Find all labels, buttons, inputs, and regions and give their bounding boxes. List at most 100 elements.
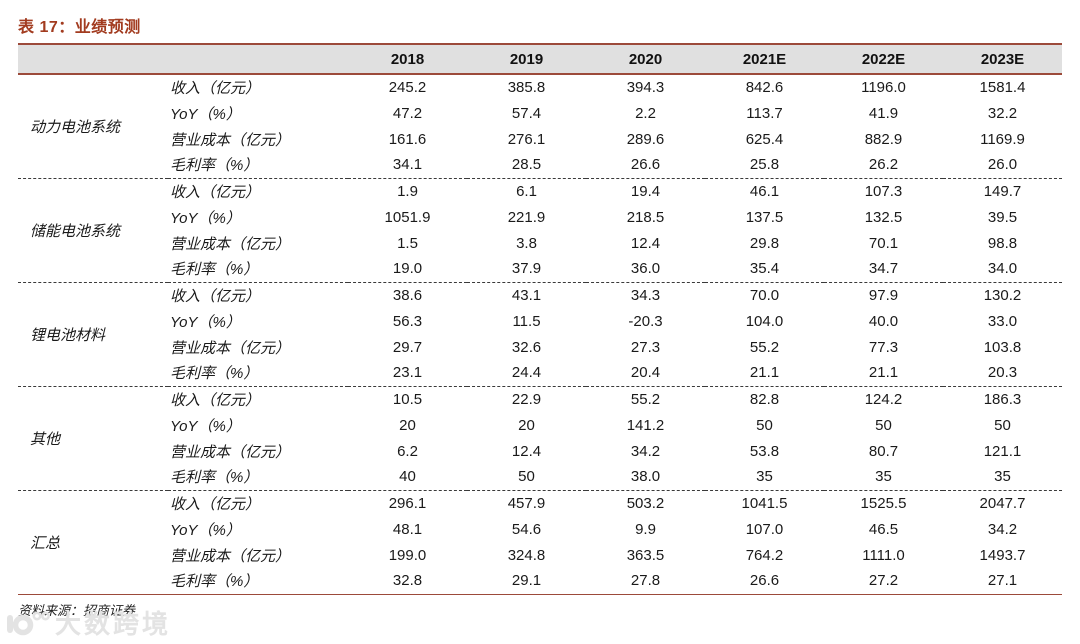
value-cell: 98.8 (987, 234, 1018, 252)
value-cell: 1051.9 (384, 208, 431, 226)
metric-label: YoY（%） (170, 521, 241, 539)
value-cell: 113.7 (746, 104, 783, 122)
value-cell: 29.7 (392, 338, 423, 356)
value-cell: 137.5 (745, 208, 784, 226)
value-cell: 3.8 (516, 234, 537, 252)
group-label: 锂电池材料 (18, 281, 168, 386)
value-cell: 38.6 (348, 281, 467, 308)
value-cell: 23.1 (392, 364, 423, 382)
value-cell: 32.2 (987, 104, 1018, 122)
value-cell: 27.3 (630, 338, 661, 356)
value-cell: 103.8 (983, 338, 1022, 356)
value-cell: 48.1 (392, 520, 423, 538)
value-cell: 2.2 (635, 104, 656, 122)
value-cell: 35 (756, 468, 773, 486)
value-cell: 27.2 (868, 572, 899, 590)
value-cell: 842.6 (745, 79, 784, 96)
value-cell: 10.5 (348, 385, 467, 412)
year-header: 2023E (943, 44, 1062, 75)
value-cell: 57.4 (511, 104, 542, 122)
value-cell: 21.1 (749, 364, 780, 382)
year-header: 2022E (824, 44, 943, 75)
value-cell: 55.2 (586, 385, 705, 412)
value-cell: 34.2 (987, 520, 1018, 538)
group-label: 储能电池系统 (18, 177, 168, 282)
value-cell: 34.1 (392, 156, 423, 174)
value-cell: 35 (875, 468, 892, 486)
metric-label: 收入（亿元） (168, 385, 348, 412)
value-cell: 107.0 (745, 520, 784, 538)
value-cell: 104.0 (745, 312, 784, 330)
metric-label: YoY（%） (170, 313, 241, 331)
group-label: 其他 (18, 385, 168, 490)
group-column-header (18, 44, 168, 75)
value-cell: 38.0 (630, 468, 661, 486)
value-cell: 32.6 (511, 338, 542, 356)
value-cell: 11.5 (512, 312, 541, 330)
value-cell: 26.0 (987, 156, 1018, 174)
value-cell: 40 (399, 468, 416, 486)
metric-label: 毛利率（%） (170, 261, 259, 279)
value-cell: 289.6 (626, 130, 665, 148)
value-cell: 55.2 (749, 338, 780, 356)
value-cell: 28.5 (511, 156, 542, 174)
value-cell: 41.9 (868, 104, 899, 122)
value-cell: 50 (875, 416, 892, 434)
metric-label: 营业成本（亿元） (170, 131, 291, 149)
group-label: 动力电池系统 (30, 118, 121, 136)
value-cell: 107.3 (824, 177, 943, 204)
value-cell: 24.4 (511, 364, 542, 382)
value-cell: 1525.5 (824, 489, 943, 516)
value-cell: 276.1 (507, 130, 546, 148)
value-cell: 2047.7 (943, 489, 1062, 516)
value-cell: 1169.9 (980, 130, 1025, 148)
value-cell: 9.9 (635, 520, 656, 538)
table-title: 表 17：业绩预测 (18, 19, 141, 36)
year-header: 2018 (348, 44, 467, 75)
table-row: 营业成本（亿元） 29.7 32.6 27.3 55.2 77.3 103.8 (18, 334, 1062, 360)
value-cell: 47.2 (392, 104, 423, 122)
table-row: 毛利率（%） 40 50 38.0 35 35 35 (18, 464, 1062, 490)
value-cell: 324.8 (507, 546, 546, 564)
value-cell: 1.5 (397, 234, 418, 252)
value-cell: 70.0 (705, 281, 824, 308)
value-cell: 503.2 (586, 489, 705, 516)
table-header: 2018 2019 2020 2021E 2022E 2023E (18, 44, 1062, 75)
table-row: 其他 收入（亿元） 10.5 22.9 55.2 82.8 124.2 186.… (18, 385, 1062, 490)
value-cell: 97.9 (824, 281, 943, 308)
metric-label: 毛利率（%） (170, 573, 259, 591)
value-cell: 20 (399, 416, 416, 434)
source-note: 资料来源：招商证券 (18, 602, 136, 618)
value-cell: 21.1 (868, 364, 899, 382)
value-cell: 50 (994, 416, 1011, 434)
metric-label: 毛利率（%） (170, 365, 259, 383)
value-cell: 186.3 (943, 385, 1062, 412)
value-cell: 6.2 (397, 442, 418, 460)
table-row: 动力电池系统 收入（亿元） 245.2 385.8 394.3 842.6 11… (18, 74, 1062, 136)
value-cell: 1.9 (348, 177, 467, 204)
table-row: 营业成本（亿元） 6.2 12.4 34.2 53.8 80.7 121.1 (18, 438, 1062, 464)
value-cell: 34.7 (868, 260, 899, 278)
value-cell: 764.2 (745, 546, 784, 564)
group-label: 汇总 (18, 489, 168, 594)
value-cell: 1196.0 (861, 79, 906, 96)
value-cell: 161.6 (388, 130, 427, 148)
value-cell: 22.9 (467, 385, 586, 412)
value-cell: 77.3 (868, 338, 899, 356)
table-row: 毛利率（%） 23.1 24.4 20.4 21.1 21.1 20.3 (18, 360, 1062, 386)
value-cell: 218.5 (626, 208, 665, 226)
header-row: 2018 2019 2020 2021E 2022E 2023E (18, 44, 1062, 75)
value-cell: 26.2 (868, 156, 899, 174)
value-cell: 132.5 (864, 208, 903, 226)
value-cell: -20.3 (628, 312, 663, 330)
value-cell: 26.6 (749, 572, 780, 590)
value-cell: 26.6 (630, 156, 661, 174)
value-cell: 27.8 (630, 572, 661, 590)
metric-label: 收入（亿元） (170, 80, 261, 97)
value-cell: 37.9 (511, 260, 542, 278)
table-row: 营业成本（亿元） 199.0 324.8 363.5 764.2 1111.0 … (18, 542, 1062, 568)
value-cell: 25.8 (749, 156, 780, 174)
value-cell: 32.8 (392, 572, 423, 590)
value-cell: 6.1 (467, 177, 586, 204)
